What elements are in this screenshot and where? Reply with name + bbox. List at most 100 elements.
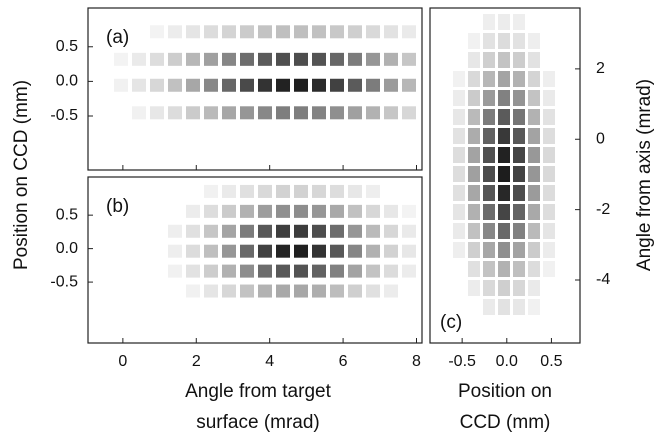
- intensity-spot: [402, 106, 416, 120]
- x-tick-label: 4: [265, 353, 274, 370]
- intensity-spot: [186, 224, 200, 238]
- intensity-spot: [276, 284, 290, 298]
- intensity-spot: [222, 106, 236, 120]
- y-tick-label: 0.5: [56, 38, 78, 55]
- panel-frame: [87, 176, 423, 344]
- intensity-spot: [294, 106, 308, 120]
- x-tick-label: 8: [412, 353, 421, 370]
- intensity-spot: [276, 244, 290, 258]
- intensity-spot: [528, 185, 540, 201]
- intensity-spot: [468, 166, 480, 182]
- y-tick-label: -0.5: [50, 273, 78, 290]
- intensity-spot: [312, 106, 326, 120]
- intensity-spot: [453, 204, 465, 220]
- intensity-spot: [186, 244, 200, 258]
- intensity-spot: [168, 106, 182, 120]
- intensity-spot: [468, 185, 480, 201]
- intensity-spot: [513, 242, 525, 258]
- intensity-spot: [168, 224, 182, 238]
- intensity-spot: [294, 264, 308, 278]
- intensity-spot: [453, 128, 465, 144]
- x-axis-label: Angle from target: [185, 381, 331, 402]
- intensity-spot: [384, 264, 398, 278]
- intensity-spot: [366, 204, 380, 218]
- intensity-spot: [483, 33, 495, 49]
- intensity-spot: [312, 224, 326, 238]
- intensity-spot: [468, 33, 480, 49]
- intensity-spot: [348, 106, 362, 120]
- intensity-spot: [258, 25, 272, 39]
- intensity-spot: [483, 109, 495, 125]
- intensity-spot: [312, 204, 326, 218]
- intensity-spot: [240, 78, 254, 92]
- intensity-spot: [528, 71, 540, 87]
- intensity-spot: [543, 261, 555, 277]
- intensity-spot: [468, 90, 480, 106]
- intensity-spot: [453, 242, 465, 258]
- intensity-spot: [204, 224, 218, 238]
- intensity-spot: [498, 223, 510, 239]
- x-tick-label: 6: [339, 353, 348, 370]
- intensity-spot: [276, 204, 290, 218]
- intensity-spot: [453, 71, 465, 87]
- intensity-spot: [204, 78, 218, 92]
- intensity-spot: [366, 224, 380, 238]
- intensity-spot: [483, 223, 495, 239]
- intensity-spot: [513, 71, 525, 87]
- intensity-spot: [498, 71, 510, 87]
- intensity-spot: [240, 184, 254, 198]
- intensity-spot: [366, 184, 380, 198]
- intensity-spot: [294, 244, 308, 258]
- intensity-spot: [222, 224, 236, 238]
- intensity-spot: [330, 264, 344, 278]
- y-tick-label: 0.0: [56, 73, 78, 90]
- intensity-spot: [222, 78, 236, 92]
- intensity-spot: [348, 25, 362, 39]
- intensity-spot: [276, 224, 290, 238]
- intensity-spot: [204, 25, 218, 39]
- intensity-spot: [330, 284, 344, 298]
- intensity-spot: [453, 223, 465, 239]
- intensity-spot: [204, 204, 218, 218]
- intensity-spot: [132, 52, 146, 66]
- intensity-spot: [384, 52, 398, 66]
- intensity-spot: [348, 284, 362, 298]
- intensity-spot: [483, 280, 495, 296]
- intensity-spot: [483, 166, 495, 182]
- intensity-spot: [468, 71, 480, 87]
- intensity-spot: [204, 184, 218, 198]
- intensity-spot: [240, 264, 254, 278]
- x-tick-label: 0.0: [496, 353, 518, 370]
- intensity-spot: [312, 25, 326, 39]
- intensity-spot: [222, 184, 236, 198]
- intensity-spot: [384, 25, 398, 39]
- intensity-spot: [312, 184, 326, 198]
- intensity-spot: [204, 52, 218, 66]
- intensity-spot: [276, 264, 290, 278]
- intensity-spot: [222, 244, 236, 258]
- intensity-spot: [168, 25, 182, 39]
- x-axis-label: surface (mrad): [196, 412, 320, 433]
- intensity-spot: [528, 280, 540, 296]
- intensity-spot: [258, 264, 272, 278]
- intensity-spot: [468, 204, 480, 220]
- intensity-spot: [330, 244, 344, 258]
- intensity-spot: [348, 204, 362, 218]
- intensity-spot: [276, 106, 290, 120]
- intensity-spot: [528, 109, 540, 125]
- intensity-spot: [294, 204, 308, 218]
- intensity-spot: [258, 78, 272, 92]
- intensity-spot: [513, 52, 525, 68]
- intensity-spot: [402, 204, 416, 218]
- intensity-spot: [483, 90, 495, 106]
- y-tick-label: 0.0: [56, 240, 78, 257]
- intensity-spot: [348, 224, 362, 238]
- intensity-spot: [312, 52, 326, 66]
- intensity-spot: [348, 78, 362, 92]
- intensity-spot: [513, 280, 525, 296]
- intensity-spot: [330, 52, 344, 66]
- intensity-spot: [453, 185, 465, 201]
- panel-label: (b): [106, 196, 129, 217]
- intensity-spot: [453, 147, 465, 163]
- y-tick-label: 2: [596, 60, 605, 77]
